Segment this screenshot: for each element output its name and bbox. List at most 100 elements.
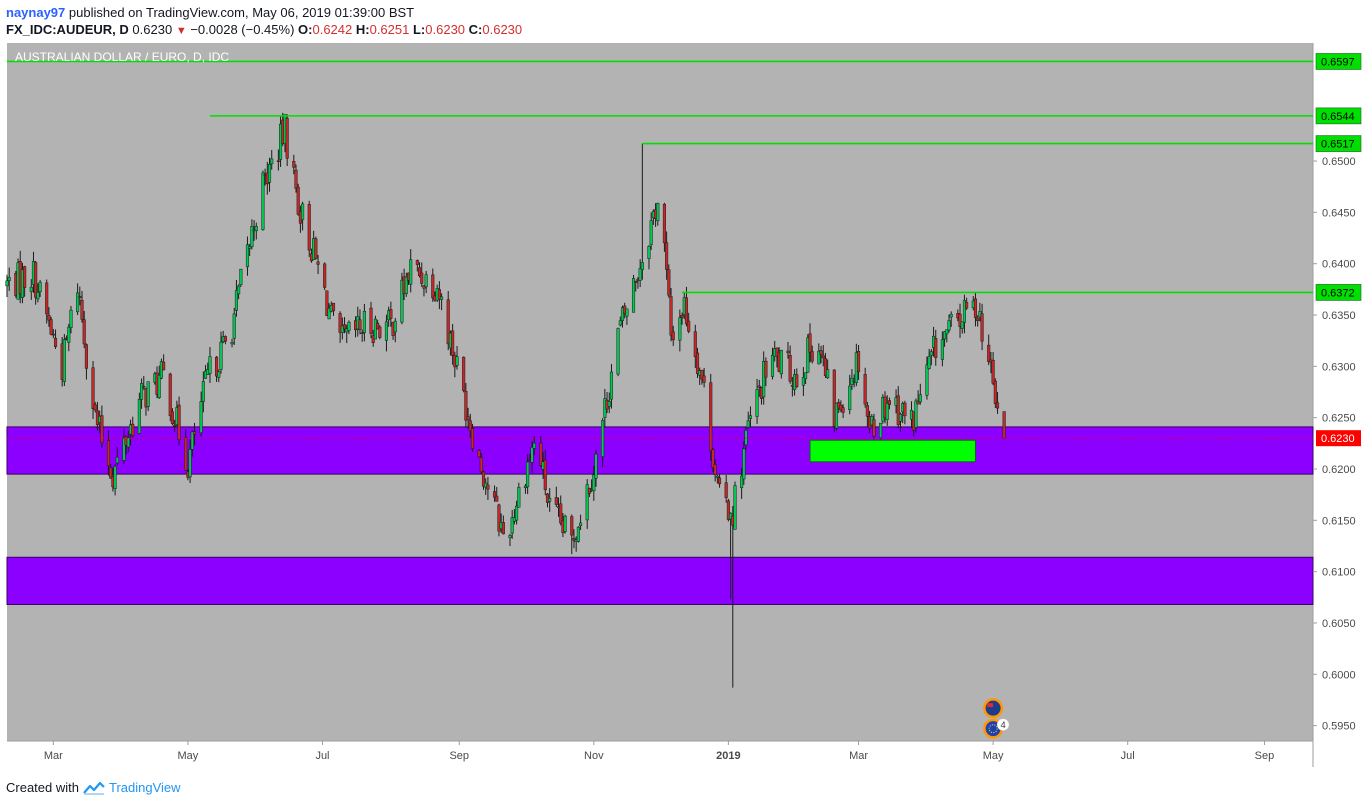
level-label: 0.6597: [1321, 56, 1355, 68]
candle-body: [446, 299, 450, 345]
candle-body: [669, 296, 673, 336]
candle: [841, 404, 845, 419]
candle-body: [934, 338, 938, 358]
open-value: 0.6242: [312, 22, 353, 37]
author-link[interactable]: naynay97: [6, 5, 66, 20]
candle: [563, 514, 567, 534]
candle: [993, 378, 997, 409]
candle: [267, 157, 272, 192]
x-tick-label: Jul: [1121, 750, 1135, 762]
candle-body: [232, 313, 236, 339]
candle-body: [404, 276, 408, 294]
candle-body: [991, 359, 995, 384]
candle-body: [51, 333, 55, 336]
low-label: L:: [412, 22, 426, 37]
y-tick-label: 0.6200: [1322, 464, 1356, 476]
candle: [713, 459, 717, 482]
candle-body: [543, 459, 547, 491]
y-tick-label: 0.6250: [1322, 413, 1356, 425]
x-tick-label: 2019: [716, 750, 740, 762]
candle: [455, 345, 459, 370]
candle: [680, 312, 684, 325]
candle: [250, 219, 254, 250]
candle: [819, 345, 823, 364]
candle: [879, 422, 883, 440]
candle: [914, 398, 918, 433]
candle-body: [715, 475, 719, 478]
tradingview-logo-icon: [83, 781, 105, 795]
event-flag: [985, 721, 1001, 737]
candle: [47, 307, 51, 327]
candle: [515, 500, 519, 525]
candle: [700, 369, 704, 385]
candle: [245, 236, 250, 276]
candle: [539, 436, 543, 468]
candle-body: [142, 385, 146, 388]
candle: [276, 149, 280, 171]
candle: [620, 305, 625, 328]
candle: [78, 286, 82, 306]
candle-body: [943, 331, 947, 340]
candle-body: [903, 402, 907, 417]
candle-body: [631, 278, 636, 313]
candle: [834, 402, 839, 431]
close-label: C:: [468, 22, 483, 37]
candle-body: [45, 282, 49, 315]
candle-body: [53, 337, 58, 347]
candle: [49, 316, 53, 336]
candle-body: [713, 464, 717, 476]
candle: [887, 397, 891, 410]
candle-body: [609, 371, 614, 400]
candle: [724, 474, 728, 503]
candle: [530, 440, 534, 473]
price-chart[interactable]: 0.6500 0.6450 0.6400 0.6350 0.6300 0.6250 0.62…: [0, 40, 1372, 770]
candle-body: [929, 351, 933, 356]
candle-body: [740, 475, 744, 489]
candle-body: [559, 503, 563, 524]
last-price: 0.6230: [132, 22, 173, 37]
candle-body: [393, 320, 397, 333]
level-label: 0.6517: [1321, 139, 1355, 151]
candle-body: [219, 341, 223, 370]
candle-body: [856, 351, 861, 373]
candle-body: [501, 522, 505, 535]
price-axis: [1313, 43, 1370, 767]
euro-flag-icon: 4: [983, 718, 1010, 739]
candle: [486, 476, 490, 501]
candle-body: [29, 286, 33, 292]
candle: [53, 329, 58, 349]
event-flag-stars: [988, 724, 998, 734]
candle-body: [267, 164, 272, 183]
candle-body: [680, 315, 684, 318]
candle: [702, 368, 706, 388]
tradingview-brand-link[interactable]: TradingView: [108, 780, 181, 795]
candle: [960, 321, 964, 334]
candle: [634, 280, 638, 292]
candle-body: [451, 330, 455, 356]
candle: [995, 392, 1000, 414]
candle-body: [294, 169, 298, 189]
current-price-label-box: [1316, 430, 1361, 447]
candle: [23, 265, 27, 297]
candle-body: [592, 474, 596, 492]
candle-body: [47, 314, 51, 321]
event-count-badge: [996, 718, 1010, 731]
candle-body: [733, 485, 737, 530]
candle-body: [296, 186, 300, 215]
candle-body: [358, 319, 362, 330]
candle: [863, 367, 867, 408]
price-change: −0.0028 (−0.45%): [190, 22, 295, 37]
candle: [671, 325, 675, 346]
candle: [285, 114, 289, 167]
candle: [532, 436, 536, 456]
candle: [239, 268, 243, 287]
candle-body: [515, 505, 519, 521]
candle-body: [462, 356, 466, 391]
close-value: 0.6230: [482, 22, 523, 37]
candle-body: [80, 300, 84, 320]
candle: [976, 315, 980, 327]
candle-body: [806, 337, 810, 373]
candle-body: [548, 498, 552, 502]
candle-body: [208, 356, 212, 374]
candle-body: [925, 364, 929, 396]
